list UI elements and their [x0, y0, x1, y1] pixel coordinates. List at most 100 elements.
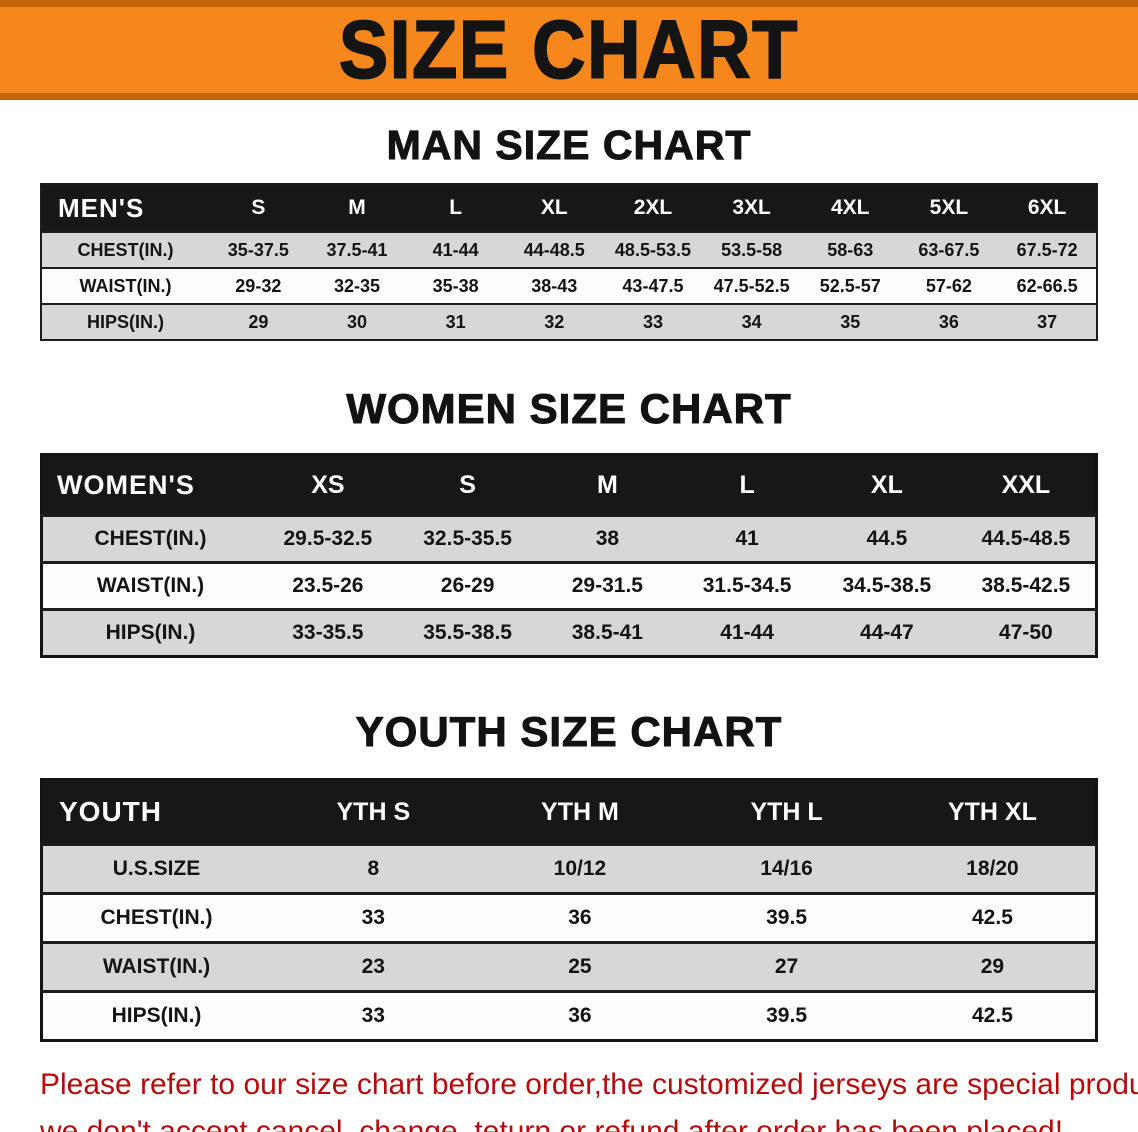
size-column-header: 2XL [603, 184, 703, 232]
size-value-cell: 36 [568, 906, 592, 929]
size-column-header: XL [817, 454, 957, 516]
title-banner: SIZE CHART [0, 0, 1138, 100]
size-column-header: 3XL [702, 184, 801, 232]
size-value-cell: 23 [361, 955, 385, 978]
size-column-header: M [307, 184, 407, 232]
size-value-cell: 44.5 [866, 527, 908, 550]
size-value-cell: 63-67.5 [918, 239, 980, 260]
size-value-cell: 52.5-57 [819, 275, 881, 296]
size-value-cell: 26-29 [440, 574, 495, 597]
notice-line-2: we don't accept cancel, change, teturn o… [40, 1114, 1064, 1132]
size-value-cell: 36 [938, 311, 959, 332]
row-label: CHEST(IN.) [94, 527, 207, 550]
size-column-header: L [406, 184, 505, 232]
table-row: CHEST(IN.) 29.5-32.5 32.5-35.5 38 41 44.5 44.5… [41, 515, 1097, 563]
row-label: WAIST(IN.) [79, 275, 172, 296]
size-value-cell: 58-63 [827, 239, 874, 260]
size-value-cell: 10/12 [553, 857, 607, 880]
size-value-cell: 35-37.5 [227, 239, 289, 260]
size-value-cell: 67.5-72 [1016, 239, 1078, 260]
size-value-cell: 41-44 [432, 239, 479, 260]
size-column-header: XS [258, 454, 398, 516]
table-title-cell: WOMEN'S [41, 454, 258, 516]
size-value-cell: 14/16 [760, 857, 813, 880]
row-label: HIPS(IN.) [111, 1004, 202, 1027]
size-column-header: L [677, 454, 817, 516]
size-value-cell: 32.5-35.5 [423, 527, 512, 550]
size-value-cell: 62-66.5 [1016, 275, 1078, 296]
size-value-cell: 29-32 [235, 275, 282, 296]
row-label: U.S.SIZE [112, 857, 201, 880]
size-value-cell: 36 [568, 1004, 592, 1027]
size-column-header: S [397, 454, 538, 516]
size-value-cell: 34.5-38.5 [842, 574, 932, 597]
size-value-cell: 44-48.5 [523, 239, 585, 260]
size-value-cell: 29.5-32.5 [283, 527, 373, 550]
table-header-row: YOUTH YTH S YTH M YTH L YTH XL [41, 779, 1097, 845]
youth-size-section: YOUTH SIZE CHART YOUTH YTH S YTH M YTH L YTH… [0, 708, 1138, 1042]
size-value-cell: 34 [741, 311, 762, 332]
size-column-header: 6XL [998, 184, 1097, 232]
size-value-cell: 33 [642, 311, 663, 332]
row-label: CHEST(IN.) [77, 239, 174, 260]
size-value-cell: 33 [361, 1004, 385, 1027]
size-value-cell: 44-47 [860, 621, 914, 644]
size-column-header: XXL [956, 454, 1097, 516]
women-section-heading: WOMEN SIZE CHART [346, 385, 792, 433]
size-value-cell: 48.5-53.5 [614, 239, 691, 260]
size-column-header: S [209, 184, 308, 232]
size-value-cell: 37.5-41 [326, 239, 388, 260]
size-value-cell: 39.5 [766, 1004, 807, 1027]
size-value-cell: 29-31.5 [571, 574, 643, 597]
table-row: HIPS(IN.) 33-35.5 35.5-38.5 38.5-41 41-44 44-… [41, 609, 1097, 657]
notice-line-1: Please refer to our size chart before or… [40, 1068, 1138, 1101]
size-value-cell: 35-38 [432, 275, 479, 296]
size-value-cell: 57-62 [925, 275, 972, 296]
size-value-cell: 29 [248, 311, 269, 332]
size-value-cell: 31 [445, 311, 466, 332]
footer-notice: Please refer to our size chart before or… [40, 1068, 1138, 1132]
size-value-cell: 38.5-42.5 [981, 574, 1071, 597]
size-column-header: YTH M [476, 779, 684, 845]
size-value-cell: 33-35.5 [292, 621, 364, 644]
table-header-row: MEN'S S M L XL 2XL 3XL 4XL 5XL 6XL [41, 184, 1097, 232]
page-title: SIZE CHART [338, 4, 799, 95]
men-size-table: MEN'S S M L XL 2XL 3XL 4XL 5XL 6XL CHEST(IN.) 35-37… [40, 183, 1098, 341]
size-value-cell: 30 [346, 311, 367, 332]
row-label: HIPS(IN.) [105, 621, 196, 644]
size-value-cell: 47-50 [999, 621, 1053, 644]
table-header-row: WOMEN'S XS S M L XL XXL [41, 454, 1097, 516]
size-value-cell: 31.5-34.5 [702, 574, 792, 597]
size-value-cell: 25 [568, 955, 592, 978]
table-row: CHEST(IN.) 35-37.5 37.5-41 41-44 44-48.5 48.5… [41, 232, 1097, 268]
size-value-cell: 37 [1037, 311, 1058, 332]
men-section-heading: MAN SIZE CHART [386, 122, 752, 169]
size-value-cell: 27 [774, 955, 799, 978]
row-label: HIPS(IN.) [86, 311, 164, 332]
size-column-header: YTH L [683, 779, 890, 845]
table-title-cell: YOUTH [41, 779, 270, 845]
size-column-header: 5XL [899, 184, 999, 232]
table-row: WAIST(IN.) 23 25 27 29 [41, 942, 1097, 992]
size-value-cell: 23.5-26 [292, 574, 364, 597]
youth-section-heading: YOUTH SIZE CHART [355, 708, 783, 756]
size-value-cell: 44.5-48.5 [981, 527, 1071, 550]
size-value-cell: 35 [840, 311, 861, 332]
table-row: HIPS(IN.) 33 36 39.5 42.5 [41, 991, 1097, 1041]
size-value-cell: 29 [980, 955, 1005, 978]
size-value-cell: 32 [544, 311, 565, 332]
size-value-cell: 38-43 [531, 275, 578, 296]
size-value-cell: 18/20 [966, 857, 1019, 880]
row-label: WAIST(IN.) [96, 574, 205, 597]
table-row: U.S.SIZE 8 10/12 14/16 18/20 [41, 844, 1097, 894]
size-value-cell: 41-44 [720, 621, 774, 644]
size-value-cell: 38.5-41 [571, 621, 643, 644]
size-value-cell: 43-47.5 [622, 275, 684, 296]
table-row: HIPS(IN.) 29 30 31 32 33 34 35 36 37 [41, 304, 1097, 340]
size-value-cell: 32-35 [333, 275, 380, 296]
women-size-table: WOMEN'S XS S M L XL XXL CHEST(IN.) 29.5-32.5 32.5… [40, 453, 1098, 658]
row-label: CHEST(IN.) [100, 906, 213, 929]
size-column-header: YTH XL [889, 779, 1097, 845]
table-row: WAIST(IN.) 29-32 32-35 35-38 38-43 43-47.5 47.… [41, 268, 1097, 304]
